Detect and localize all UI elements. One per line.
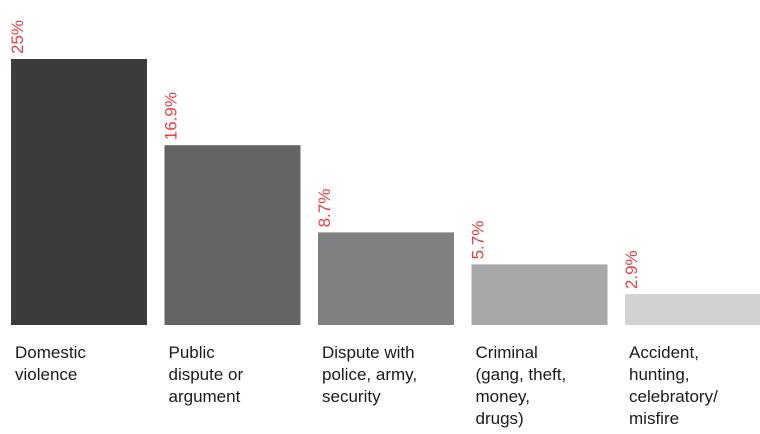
category-label-line: money, [475, 387, 531, 406]
category-label-line: (gang, theft, [475, 365, 567, 384]
category-label-line: violence [15, 365, 78, 384]
value-label-4: 2.9% [622, 250, 641, 289]
category-label-line: security [322, 387, 381, 406]
value-label-1: 16.9% [162, 92, 181, 140]
bar-2 [318, 232, 454, 325]
category-label-line: Dispute with [322, 343, 415, 362]
category-label-2: Dispute with police, army, security [322, 342, 460, 408]
category-label-line: Domestic [15, 343, 86, 362]
category-label-line: misfire [629, 409, 680, 428]
category-label-line: hunting, [629, 365, 690, 384]
category-label-3: Criminal (gang, theft, money, drugs) [476, 342, 614, 430]
category-label-line: Criminal [475, 343, 538, 362]
bar-0 [11, 59, 147, 325]
category-label-line: Public [168, 343, 215, 362]
value-labels-group: 25% 16.9% 8.7% 5.7% 2.9% [8, 20, 641, 289]
bar-4 [625, 294, 760, 325]
value-label-3: 5.7% [469, 221, 488, 260]
bar-3 [471, 264, 608, 325]
category-label-line: dispute or [168, 365, 244, 384]
category-label-line: celebratory/ [629, 387, 718, 406]
category-label-line: Accident, [629, 343, 699, 362]
bar-1 [164, 145, 301, 325]
value-label-2: 8.7% [315, 189, 334, 228]
value-label-0: 25% [8, 20, 27, 54]
category-label-line: drugs) [475, 409, 524, 428]
category-label-line: police, army, [322, 365, 418, 384]
category-label-4: Accident, hunting, celebratory/misfire [629, 342, 760, 430]
bars-group [11, 59, 760, 325]
category-label-line: argument [168, 387, 241, 406]
category-label-1: Public dispute or argument [169, 342, 307, 408]
category-label-0: Domestic violence [15, 342, 153, 386]
